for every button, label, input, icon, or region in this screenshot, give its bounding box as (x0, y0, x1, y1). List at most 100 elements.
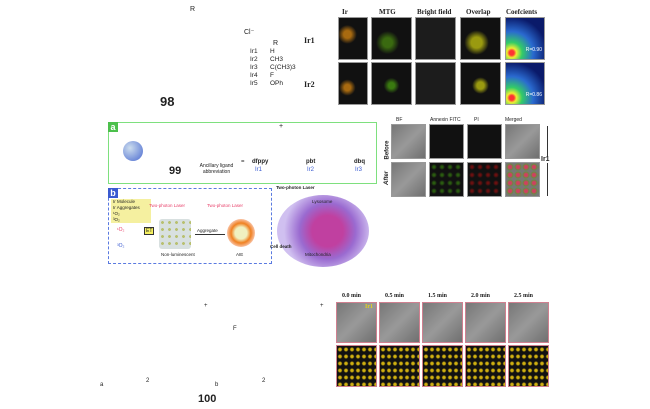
side-label: Ir1 (541, 156, 550, 163)
x-tick-label: 40 (421, 264, 427, 269)
r-header: R (273, 40, 279, 47)
compound-number: 98 (160, 94, 175, 109)
legend-label: 40 (539, 235, 543, 239)
merged-image (505, 162, 540, 197)
non-luminescent-label: Non-luminescent (161, 252, 195, 257)
data-point (410, 259, 414, 263)
brightfield-frame (422, 302, 463, 343)
legend-item: ¹O₂ (113, 211, 120, 216)
bf-image (391, 124, 426, 159)
x-tick-label: 20 (409, 264, 415, 269)
legend-label: 20 (539, 239, 543, 243)
data-point (457, 225, 461, 229)
aie-aggregate (227, 219, 255, 247)
r-value: R=0.90 (525, 47, 542, 53)
legend-item: ³O₂ (113, 217, 120, 222)
legend-label: 80 (539, 223, 543, 227)
data-point (434, 257, 438, 261)
cell-illustration (277, 195, 369, 267)
laser-label: Two-photon Laser (149, 203, 186, 208)
r-substituent: R (190, 6, 196, 13)
mtg-image (371, 62, 412, 105)
row-name: Ir2 (250, 56, 258, 63)
charge: + (320, 303, 324, 309)
time-label: 2.5 min (514, 293, 534, 299)
subscript: 2 (146, 378, 150, 384)
time-label: 0.0 min (342, 293, 362, 299)
legend-box: Ir Molecule Ir Aggregates ¹O₂ ³O₂ (111, 199, 151, 223)
counterion: Cl⁻ (244, 29, 255, 36)
y-tick-label: 0.4 (392, 238, 399, 243)
x-tick-label: 60 (433, 264, 439, 269)
col-header: MTG (379, 8, 396, 16)
row-r: OPh (270, 80, 284, 87)
fluorescence-frame (379, 345, 420, 387)
compound-number: 100 (198, 393, 217, 405)
mitochondria-label: Mitochondria (305, 252, 331, 257)
row-r: H (270, 48, 275, 55)
col-header: BF (396, 117, 403, 123)
y-tick-label: 0.8 (392, 216, 399, 221)
annexin-image (429, 162, 464, 197)
y-tick-label: 60.0k (470, 217, 482, 222)
y-tick-label: 0.0 (392, 260, 399, 265)
y-tick-label: 0 (478, 258, 481, 263)
label-a: a (100, 382, 104, 388)
col-header: Annexin FITC (430, 117, 461, 123)
laser-label: Two-photon Laser (207, 203, 244, 208)
x-tick-label: 1,200 (485, 262, 497, 267)
arrow-icon (195, 234, 225, 235)
laser-label: Two-photon Laser (276, 185, 315, 190)
molecules-dispersed (159, 219, 191, 249)
bright-field-image (415, 62, 456, 105)
data-point (422, 259, 426, 263)
charge: + (204, 303, 208, 309)
series-line (483, 248, 548, 261)
compound-number: 99 (169, 165, 182, 177)
x-axis-label: Wavelength / nm (499, 268, 533, 273)
ligand-abbr: pbt (306, 159, 316, 165)
row-name: Ir3 (250, 64, 258, 71)
ligand-abbr: dfppy (252, 159, 269, 165)
y-axis-label: ¹O₂ PL Intensity (467, 217, 472, 249)
row-r: C(CH3)3 (270, 64, 296, 71)
brightfield-frame (336, 302, 377, 343)
brightfield-frame (465, 302, 506, 343)
energy-transfer-box: ET (144, 227, 155, 235)
col-header: Overlap (466, 8, 491, 16)
y-tick-label: 80.0k (470, 204, 482, 209)
fluorine: F (233, 326, 237, 332)
ir-image (338, 62, 368, 105)
x-tick-label: 0 (399, 264, 402, 269)
mtg-image (371, 17, 412, 60)
data-point (398, 259, 402, 263)
overlap-image (460, 17, 501, 60)
row-label: Ir2 (304, 80, 315, 89)
singlet-oxygen: ¹O₂ (117, 227, 125, 233)
y-axis-label: Normalized PL Intensity (386, 211, 391, 259)
legend-title: fw / % (536, 209, 546, 213)
pi-image (467, 162, 502, 197)
triplet-oxygen: ³O₂ (117, 243, 125, 249)
legend-item: Ir Molecule (113, 199, 136, 204)
fluorescence-frame (465, 345, 506, 387)
legend-label: 100 (539, 215, 545, 219)
merged-image (505, 124, 540, 159)
fluorescence-frame (336, 345, 377, 387)
time-label: 0.5 min (385, 293, 405, 299)
time-label: 1.5 min (428, 293, 448, 299)
legend-label: 70 (539, 227, 543, 231)
row-name: Ir4 (250, 72, 258, 79)
fluorescence-frame (508, 345, 549, 387)
panel-b: b Ir Molecule Ir Aggregates ¹O₂ ³O₂ Two-… (108, 188, 272, 264)
row-label: Before (384, 140, 391, 160)
ligand-name: Ir3 (355, 167, 363, 173)
x-axis-label: Fraction of water / % (409, 270, 450, 275)
panel-letter: a (108, 122, 118, 132)
coefficient-plot: R=0.86 (505, 62, 545, 105)
cell-death-label: Cell death (270, 244, 292, 249)
x-tick-label: 80 (445, 264, 451, 269)
label-b: b (215, 382, 219, 388)
legend-item: Ir Aggregates (113, 205, 140, 210)
ligand-name: Ir2 (307, 167, 315, 173)
